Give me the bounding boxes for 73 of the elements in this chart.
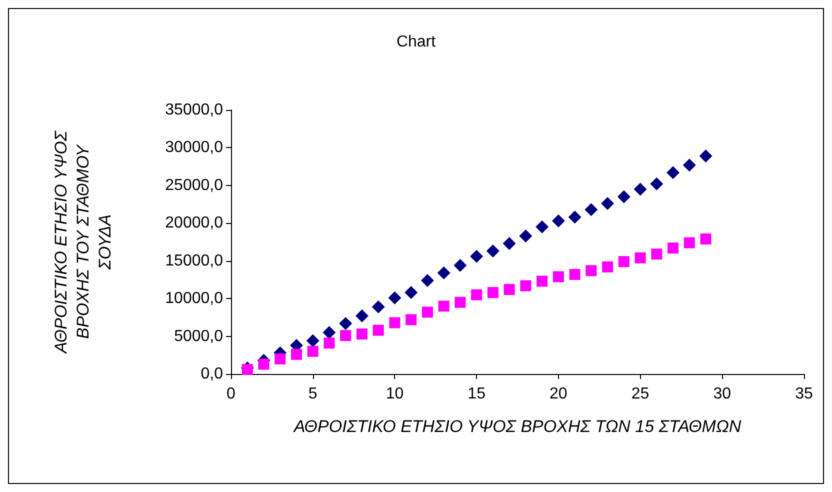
point (650, 177, 664, 190)
point (356, 328, 368, 340)
point (666, 166, 680, 180)
point (306, 334, 320, 348)
y-axis-title: ΑΘΡΟΙΣΤΙΚΟ ΕΤΗΣΙΟ ΥΨΟΣ ΒΡΟΧΗΣ ΤΟΥ ΣΤΑΘΜΟΥ ΣΟΥΔΑ (52, 130, 114, 354)
y-tick-label: 5000,0 (174, 328, 224, 345)
y-tick-label: 35000,0 (165, 102, 224, 118)
point (372, 324, 384, 336)
point (274, 353, 286, 364)
point (404, 286, 418, 300)
point (699, 150, 712, 163)
x-tick-label: 30 (713, 386, 732, 402)
point (536, 276, 548, 287)
point (340, 330, 352, 342)
point (552, 271, 564, 282)
point (668, 242, 679, 254)
point (422, 306, 433, 318)
point (389, 317, 400, 328)
x-axis-title: ΑΘΡΟΙΣΤΙΚΟ ΕΤΗΣΙΟ ΥΨΟΣ ΒΡΟΧΗΣ ΤΩΝ 15 ΣΤΑΘΜΩΝ (292, 417, 742, 436)
point (568, 210, 582, 224)
y-tick-label: 0,0 (200, 366, 224, 382)
point (454, 258, 467, 272)
x-tick-label: 20 (550, 386, 568, 402)
point (355, 309, 368, 322)
y-tick-label: 20000,0 (165, 214, 224, 232)
point (651, 248, 662, 260)
point (634, 252, 646, 264)
y-tick-label: 10000,0 (165, 290, 224, 308)
y-tick-label: 15000,0 (165, 252, 224, 270)
point (569, 268, 580, 280)
x-tick-label: 25 (631, 386, 650, 402)
point (584, 203, 598, 216)
point (290, 348, 302, 360)
point (388, 291, 402, 304)
point (486, 244, 500, 258)
point (502, 237, 516, 250)
point (471, 289, 482, 300)
point (504, 284, 515, 296)
point (242, 364, 253, 375)
chart-title: Chart (396, 34, 436, 50)
point (586, 265, 597, 276)
point (438, 300, 450, 312)
point (487, 287, 498, 298)
point (684, 237, 695, 248)
point (324, 338, 335, 349)
x-tick-label: 5 (308, 386, 318, 402)
point (617, 190, 630, 204)
point (406, 314, 417, 326)
point (536, 220, 549, 234)
point (420, 274, 434, 287)
point (307, 346, 318, 357)
point (454, 296, 466, 308)
point (339, 316, 352, 330)
x-tick-label: 35 (795, 386, 813, 402)
y-tick-label: 30000,0 (165, 139, 224, 156)
point (519, 229, 532, 242)
point (634, 182, 647, 196)
point (552, 214, 565, 228)
x-tick-label: 15 (468, 386, 486, 402)
point (372, 300, 385, 314)
y-tick-label: 25000,0 (165, 176, 224, 194)
point (601, 197, 614, 210)
point (258, 358, 270, 370)
point (700, 233, 712, 244)
point (322, 326, 336, 340)
point (682, 158, 696, 172)
point (520, 280, 532, 292)
point (602, 261, 614, 272)
point (437, 266, 450, 280)
x-tick-label: 10 (386, 386, 404, 402)
point (470, 250, 484, 263)
x-tick-label: 0 (226, 386, 236, 402)
point (618, 256, 630, 268)
